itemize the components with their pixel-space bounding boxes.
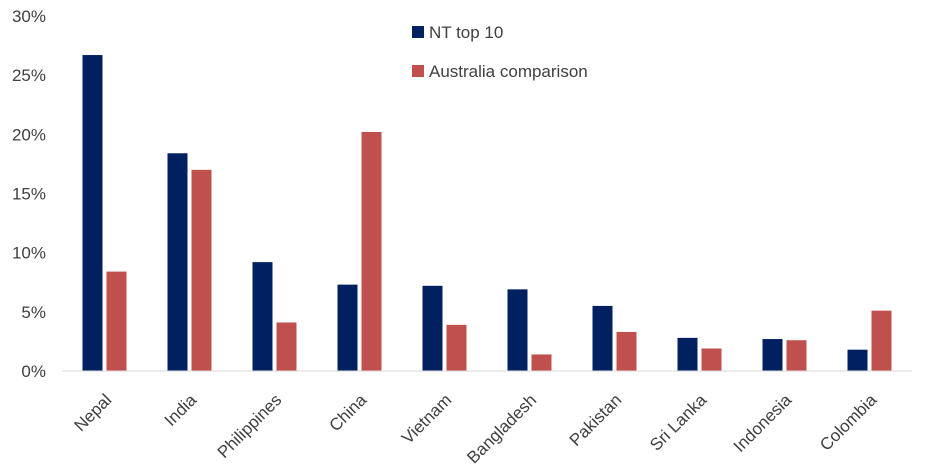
- x-tick-label: Philippines: [214, 390, 286, 462]
- bar-australia-nepal: [106, 271, 127, 371]
- y-tick-label: 20%: [12, 125, 46, 144]
- bar-australia-china: [361, 131, 382, 371]
- x-tick-label: Colombia: [816, 390, 881, 455]
- bar-australia-colombia: [871, 310, 892, 371]
- y-tick-label: 0%: [21, 362, 46, 381]
- bar-australia-bangladesh: [531, 354, 552, 371]
- bar-nt-sri-lanka: [677, 337, 698, 371]
- bar-australia-sri-lanka: [701, 348, 722, 371]
- x-axis-labels: Nepal India Philippines China Vietnam Banglad…: [70, 390, 880, 467]
- legend-label: NT top 10: [429, 23, 503, 42]
- x-tick-label: Nepal: [70, 390, 115, 435]
- bar-australia-vietnam: [446, 324, 467, 371]
- bar-nt-vietnam: [422, 285, 443, 371]
- x-tick-label: Bangladesh: [463, 390, 540, 467]
- legend: NT top 10 Australia comparison: [412, 23, 588, 81]
- y-axis-ticks: 0% 5% 10% 15% 20% 25% 30%: [12, 7, 46, 381]
- bar-australia-india: [191, 169, 212, 371]
- bar-nt-india: [167, 153, 188, 371]
- legend-swatch: [412, 26, 424, 38]
- y-tick-label: 25%: [12, 66, 46, 85]
- x-tick-label: China: [325, 390, 370, 435]
- bar-nt-philippines: [252, 262, 273, 371]
- bars: [82, 55, 892, 372]
- bar-nt-china: [337, 284, 358, 371]
- x-tick-label: Vietnam: [398, 390, 455, 447]
- bar-australia-indonesia: [786, 340, 807, 371]
- bar-nt-bangladesh: [507, 289, 528, 371]
- legend-swatch: [412, 65, 424, 77]
- bar-nt-indonesia: [762, 339, 783, 371]
- x-tick-label: India: [161, 390, 201, 430]
- bar-australia-philippines: [276, 322, 297, 371]
- x-tick-label: Indonesia: [730, 390, 796, 456]
- legend-label: Australia comparison: [429, 62, 588, 81]
- y-tick-label: 5%: [21, 303, 46, 322]
- x-tick-label: Pakistan: [566, 390, 626, 450]
- x-tick-label: Sri Lanka: [646, 390, 711, 455]
- bar-nt-pakistan: [592, 305, 613, 371]
- y-tick-label: 30%: [12, 7, 46, 26]
- y-tick-label: 15%: [12, 185, 46, 204]
- bar-nt-colombia: [847, 349, 868, 371]
- bar-australia-pakistan: [616, 331, 637, 371]
- bar-nt-nepal: [82, 55, 103, 372]
- y-tick-label: 10%: [12, 244, 46, 263]
